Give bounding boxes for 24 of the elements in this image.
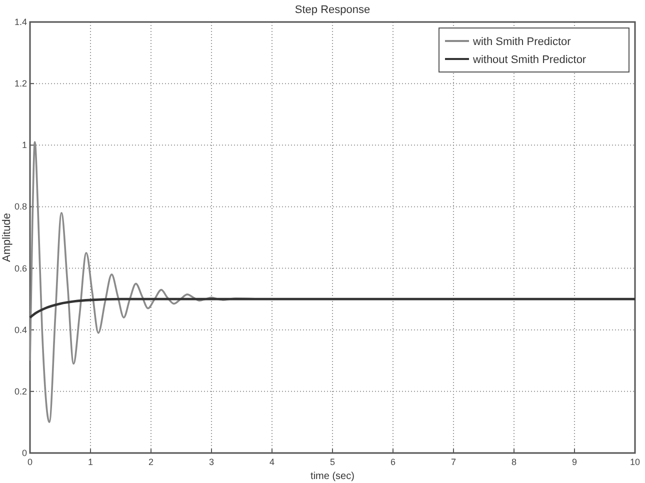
y-axis-title: Amplitude [1, 213, 13, 262]
x-tick-label: 8 [511, 457, 517, 467]
x-axis-title: time (sec) [310, 471, 354, 482]
legend-label: with Smith Predictor [472, 36, 572, 48]
y-tick-label: 1 [22, 140, 27, 150]
x-tick-label: 6 [390, 457, 396, 467]
x-tick-label: 9 [572, 457, 578, 467]
x-tick-label: 4 [269, 457, 275, 467]
x-tick-label: 2 [148, 457, 154, 467]
y-tick-label: 0.2 [14, 386, 27, 396]
chart-title: Step Response [294, 4, 370, 16]
y-tick-label: 1.2 [14, 78, 27, 89]
line-series [28, 298, 636, 319]
x-tick-label: 10 [630, 457, 640, 467]
x-tick-label: 1 [88, 457, 94, 467]
y-tick-label: 0.4 [14, 324, 27, 335]
x-tick-label: 5 [330, 457, 336, 467]
x-tick-label: 7 [450, 457, 456, 467]
y-tick-label: 0.8 [14, 202, 27, 212]
legend-label: without Smith Predictor [472, 54, 586, 66]
y-tick-label: 1.4 [14, 17, 27, 27]
y-tick-label: 0.6 [14, 263, 27, 274]
y-tick-label: 0 [22, 448, 27, 458]
x-tick-label: 3 [208, 457, 214, 467]
